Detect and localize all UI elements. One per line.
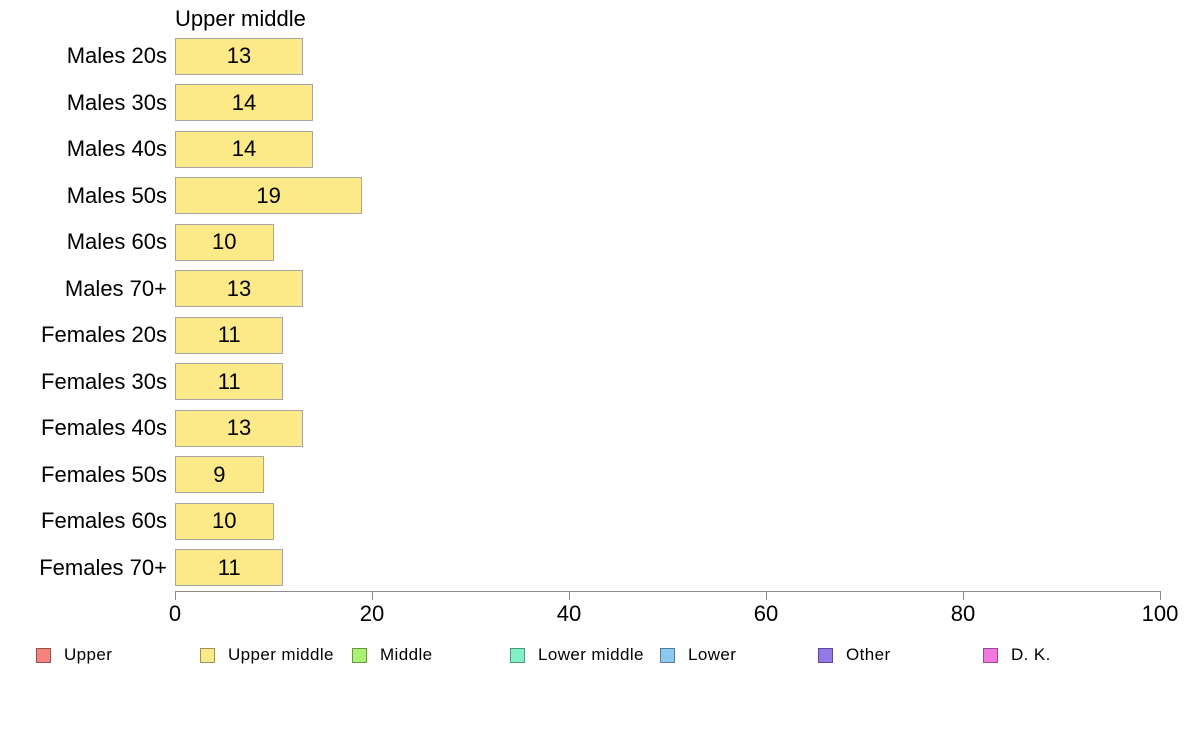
bar: 10	[175, 502, 274, 540]
category-label: Males 20s	[66, 43, 167, 69]
bar-value-label: 13	[226, 415, 252, 441]
bar: 13	[175, 270, 304, 308]
category-label: Males 70+	[64, 275, 167, 301]
x-axis: 0 20 40 60 80 100	[169, 591, 1178, 627]
x-axis-tick-label: 60	[753, 601, 779, 626]
category-label: Females 40s	[41, 415, 167, 441]
legend-label: Lower middle	[538, 645, 644, 664]
bar-value-label: 11	[217, 368, 241, 394]
x-axis-tick-label: 100	[1141, 601, 1179, 626]
chart-row: Females 50s 9	[0, 452, 1188, 499]
x-axis-tick	[963, 591, 964, 600]
category-label: Males 30s	[66, 89, 167, 115]
x-axis-tick	[1160, 591, 1161, 600]
x-axis-tick-label: 20	[359, 601, 385, 626]
legend-item: D. K.	[983, 645, 1051, 665]
bar-value-label: 13	[226, 43, 252, 69]
category-label: Males 50s	[66, 182, 167, 208]
legend-item: Upper middle	[200, 645, 334, 665]
chart-row: Females 30s 11	[0, 359, 1188, 406]
category-label: Males 40s	[66, 136, 167, 162]
legend-swatch	[200, 647, 215, 663]
bar-value-label: 10	[212, 508, 237, 534]
x-axis-tick-label: 40	[556, 601, 582, 626]
bar: 11	[175, 549, 284, 587]
bar-value-label: 11	[217, 322, 241, 348]
x-axis-tick	[569, 591, 570, 600]
legend-label: Middle	[380, 645, 433, 664]
bar-value-label: 13	[226, 275, 252, 301]
legend-swatch	[510, 647, 525, 663]
legend-label: Other	[846, 645, 891, 664]
legend: Upper Upper middle Middle Lower middle Lower…	[0, 645, 1188, 667]
bar-value-label: 14	[231, 89, 257, 115]
legend-swatch	[36, 647, 51, 663]
plot-area: Males 20s 13 Males 30s 14 Males 40s 14 Males 5…	[0, 33, 1188, 591]
legend-label: Upper	[64, 645, 113, 664]
bar-value-label: 14	[231, 136, 257, 162]
legend-item: Lower	[660, 645, 736, 665]
chart-row: Males 60s 10	[0, 219, 1188, 266]
bar: 13	[175, 409, 304, 447]
legend-swatch	[983, 647, 998, 663]
bar: 10	[175, 223, 274, 261]
bar: 11	[175, 363, 284, 401]
legend-label: D. K.	[1011, 645, 1051, 664]
legend-label: Lower	[688, 645, 737, 664]
bar: 9	[175, 456, 264, 494]
category-label: Males 60s	[66, 229, 167, 255]
chart-row: Females 70+ 11	[0, 545, 1188, 592]
chart-row: Males 50s 19	[0, 173, 1188, 220]
category-label: Females 20s	[41, 322, 167, 348]
legend-item: Other	[818, 645, 891, 665]
bar-value-label: 19	[256, 182, 281, 208]
chart-row: Females 20s 11	[0, 312, 1188, 359]
legend-item: Middle	[352, 645, 432, 665]
chart-row: Males 40s 14	[0, 126, 1188, 173]
chart-row: Females 60s 10	[0, 498, 1188, 545]
category-label: Females 50s	[41, 461, 167, 487]
category-label: Females 30s	[41, 368, 167, 394]
x-axis-tick	[372, 591, 373, 600]
x-axis-tick-label: 0	[168, 601, 182, 626]
chart-row: Males 20s 13	[0, 33, 1188, 80]
x-axis-tick-label: 80	[950, 601, 976, 626]
chart-row: Females 40s 13	[0, 405, 1188, 452]
x-axis-tick	[766, 591, 767, 600]
legend-swatch	[818, 647, 833, 663]
chart-title: Upper middle	[175, 6, 306, 31]
legend-item: Upper	[36, 645, 112, 665]
x-axis-line	[175, 591, 1161, 592]
bar: 13	[175, 37, 304, 75]
category-label: Females 70+	[39, 554, 167, 580]
chart-row: Males 70+ 13	[0, 266, 1188, 313]
chart-row: Males 30s 14	[0, 80, 1188, 127]
bar-value-label: 9	[213, 461, 226, 487]
bar-value-label: 11	[217, 554, 241, 580]
x-axis-tick	[175, 591, 176, 600]
category-label: Females 60s	[41, 508, 167, 534]
legend-label: Upper middle	[228, 645, 334, 664]
legend-swatch	[660, 647, 675, 663]
bar: 11	[175, 316, 284, 354]
bar: 19	[175, 177, 363, 215]
legend-swatch	[352, 647, 367, 663]
bar-value-label: 10	[212, 229, 237, 255]
bar: 14	[175, 130, 313, 168]
bar: 14	[175, 84, 313, 122]
legend-item: Lower middle	[510, 645, 644, 665]
